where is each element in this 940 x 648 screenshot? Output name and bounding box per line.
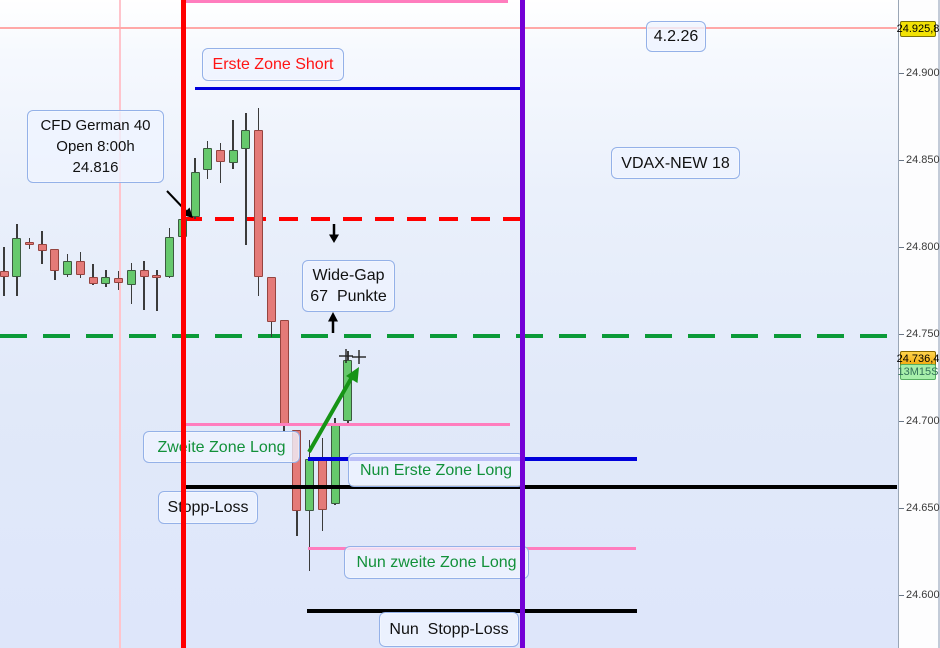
candle-up xyxy=(126,269,136,286)
alert-high-line[interactable] xyxy=(0,27,897,29)
cfd-open-label[interactable]: CFD German 40 Open 8:00h 24.816 xyxy=(27,110,164,183)
stopp-loss-label[interactable]: Stopp-Loss xyxy=(158,491,258,524)
candle-down xyxy=(75,260,85,275)
date-label[interactable]: 4.2.26 xyxy=(646,21,706,52)
wide-gap-title-text: Wide-Gap xyxy=(312,267,385,284)
cfd-instrument-text: CFD German 40 xyxy=(40,117,151,134)
gap-close-dashed-line[interactable] xyxy=(0,334,893,338)
candle-down xyxy=(25,241,34,246)
session-open-red-line[interactable] xyxy=(181,0,186,648)
wide-gap-label[interactable]: Wide-Gap 67 Punkte xyxy=(302,260,395,312)
candle-wick xyxy=(219,142,222,183)
candle-wick xyxy=(245,113,247,246)
candle-up xyxy=(190,172,200,218)
price-tick-label: 24.800 xyxy=(906,240,940,253)
date-text: 4.2.26 xyxy=(653,28,699,45)
price-tick-label: 24.650 xyxy=(906,501,940,514)
nun-zweite-zone-long-label[interactable]: Nun zweite Zone Long xyxy=(344,546,529,579)
candle-down xyxy=(292,429,302,512)
candle-wick xyxy=(232,120,234,169)
candle-wick xyxy=(143,260,145,310)
candle-up xyxy=(165,236,174,277)
candle-up xyxy=(12,238,22,277)
candle-down xyxy=(88,276,98,284)
price-tick-mark xyxy=(899,73,904,74)
price-tick-mark xyxy=(899,421,904,422)
vdax-label[interactable]: VDAX-NEW 18 xyxy=(611,147,740,179)
price-tick-label: 24.900 xyxy=(906,66,940,79)
wide-gap-points-text: 67 Punkte xyxy=(310,288,387,305)
cfd-open-time-text: Open 8:00h xyxy=(56,138,135,155)
alert-price-badge: 24.925,8 xyxy=(896,21,940,38)
price-tick-label: 24.600 xyxy=(906,588,940,601)
nun-stopp-loss-label[interactable]: Nun Stopp-Loss xyxy=(379,612,519,647)
candle-down xyxy=(114,278,124,284)
candle-up xyxy=(203,147,213,171)
price-tick-mark xyxy=(899,247,904,248)
price-tick-mark xyxy=(899,160,904,161)
stopp-loss-text: Stopp-Loss xyxy=(167,499,249,516)
price-tick-label: 24.700 xyxy=(906,414,940,427)
candle-up xyxy=(63,260,73,275)
candle-down xyxy=(37,243,47,251)
candle-down xyxy=(254,130,264,277)
candle-down xyxy=(215,149,225,162)
candle-up xyxy=(101,276,111,284)
bar-countdown-badge: 13M15S xyxy=(897,364,939,381)
nun-stopp-loss-text: Nun Stopp-Loss xyxy=(389,621,509,638)
open-24816-dashed-line[interactable] xyxy=(183,217,522,221)
erste-zone-short-text: Erste Zone Short xyxy=(212,56,334,73)
short-zone-top-pink-line[interactable] xyxy=(185,0,508,3)
candle-down xyxy=(152,274,162,279)
vdax-text: VDAX-NEW 18 xyxy=(621,154,730,172)
candle-up xyxy=(228,149,238,164)
candle-down xyxy=(0,271,9,277)
price-tick-label: 24.850 xyxy=(906,153,940,166)
nun-zweite-zone-long-text: Nun zweite Zone Long xyxy=(356,554,517,571)
last-price-badge: 24.736,4 xyxy=(896,350,940,367)
candle-up xyxy=(241,130,251,150)
price-tick-mark xyxy=(899,334,904,335)
candle-down xyxy=(266,276,276,322)
price-tick-mark xyxy=(899,595,904,596)
cfd-open-price-text: 24.816 xyxy=(72,159,119,176)
nun-stopp-loss-line[interactable] xyxy=(307,609,637,613)
session-end-purple-line[interactable] xyxy=(520,0,525,648)
candle-down xyxy=(139,269,149,277)
nun-erste-zone-long-label[interactable]: Nun Erste Zone Long xyxy=(348,453,524,487)
candle-wick xyxy=(92,264,94,286)
price-tick-label: 24.750 xyxy=(906,327,940,340)
price-axis[interactable]: 24.900 24.850 24.800 24.750 24.700 24.650 24.6… xyxy=(896,0,940,648)
stopp-loss-line[interactable] xyxy=(183,485,897,489)
candle-down xyxy=(50,248,60,272)
pre-session-faint-line[interactable] xyxy=(119,0,121,648)
erste-zone-short-label[interactable]: Erste Zone Short xyxy=(202,48,344,81)
candle-wick xyxy=(156,269,158,312)
candle-wick xyxy=(3,247,5,296)
price-tick-mark xyxy=(899,508,904,509)
nun-erste-zone-long-text: Nun Erste Zone Long xyxy=(359,461,513,479)
erste-zone-short-line[interactable] xyxy=(195,87,522,90)
